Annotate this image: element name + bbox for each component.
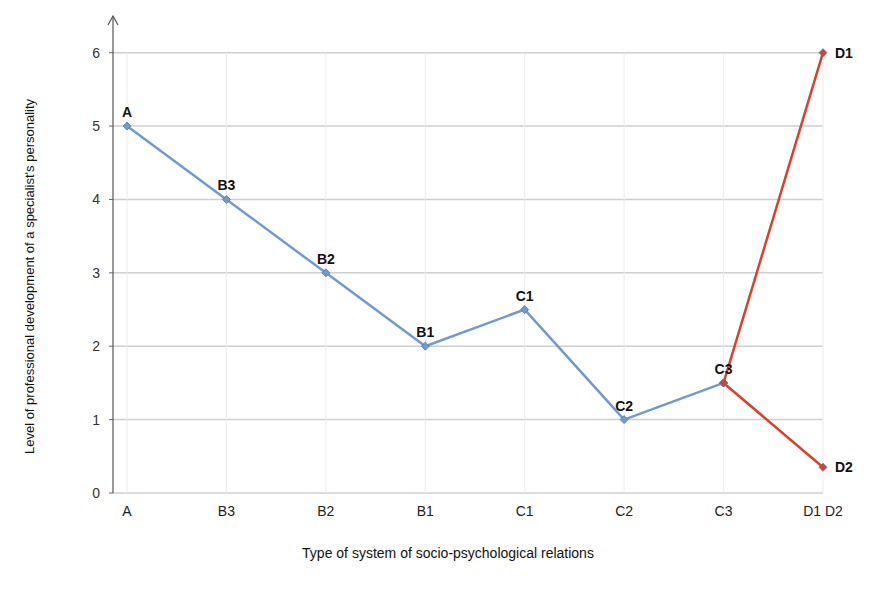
y-tick-label: 1: [92, 412, 100, 428]
point-marker: [720, 379, 728, 387]
point-marker: [222, 195, 230, 203]
point-marker: [819, 49, 827, 57]
point-marker: [521, 306, 529, 314]
y-tick-label: 3: [92, 265, 100, 281]
point-marker: [720, 379, 728, 387]
plot-area: [123, 49, 827, 472]
point-label: D1: [835, 45, 853, 61]
series-line: [724, 383, 823, 467]
chart: 0 1 2 3 4 5 6 A B3 B2 B1 C1 C2 C3 D1 D2 Type of system …: [0, 0, 895, 590]
point-label: C2: [615, 398, 633, 414]
y-axis-label: Level of professional development of a s…: [22, 98, 37, 454]
series-line: [127, 126, 724, 420]
point-label: B2: [317, 251, 335, 267]
point-marker: [123, 122, 131, 130]
point-label: B1: [416, 324, 434, 340]
point-marker: [620, 416, 628, 424]
x-tick-label: B1: [417, 503, 434, 519]
point-label: D2: [835, 459, 853, 475]
x-grid-line: [226, 53, 227, 493]
x-tick-label: C3: [715, 503, 733, 519]
series-line: [724, 53, 823, 383]
x-tick-label: C2: [615, 503, 633, 519]
background: [0, 0, 895, 590]
x-axis-label: Type of system of socio-psychological re…: [302, 545, 594, 561]
y-grid-line: [113, 272, 823, 274]
y-axis-line: [112, 16, 113, 493]
y-tick-label: 2: [92, 338, 100, 354]
point-marker: [421, 342, 429, 350]
x-tick-label: B3: [218, 503, 235, 519]
y-grid-line: [113, 199, 823, 201]
point-marker: [720, 379, 728, 387]
x-grid-line: [624, 53, 625, 493]
x-grid-line: [723, 53, 724, 493]
y-grid-line: [113, 345, 823, 347]
y-tick-label: 5: [92, 118, 100, 134]
point-label: C3: [715, 361, 733, 377]
y-grid-line: [113, 52, 823, 54]
x-grid-line: [823, 53, 824, 493]
point-label: C1: [516, 288, 534, 304]
x-tick-label: D1 D2: [803, 503, 843, 519]
x-tick-label: C1: [516, 503, 534, 519]
y-tick-label: 6: [92, 45, 100, 61]
x-grid-line: [524, 53, 525, 493]
x-grid-line: [425, 53, 426, 493]
y-grid-line: [113, 125, 823, 127]
y-tick-label: 0: [92, 485, 100, 501]
y-axis-arrow: [108, 16, 118, 25]
point-label: B3: [217, 177, 235, 193]
point-marker: [322, 269, 330, 277]
y-grid-line: [113, 492, 823, 494]
x-tick-label: A: [122, 503, 132, 519]
y-tick-label: 4: [92, 191, 100, 207]
point-marker: [819, 463, 827, 471]
x-tick-label: B2: [317, 503, 334, 519]
point-label: A: [122, 104, 132, 120]
y-grid-line: [113, 419, 823, 421]
